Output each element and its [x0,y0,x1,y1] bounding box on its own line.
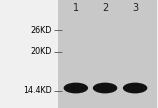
Text: 3: 3 [132,3,138,13]
Bar [58,0,157,108]
Ellipse shape [123,83,147,93]
Text: 1: 1 [73,3,79,13]
Text: 20KD: 20KD [31,47,52,56]
Text: 26KD: 26KD [31,26,52,35]
Ellipse shape [64,83,88,93]
Text: 14.4KD: 14.4KD [23,86,52,95]
Text: 2: 2 [102,3,108,13]
Ellipse shape [93,83,117,93]
